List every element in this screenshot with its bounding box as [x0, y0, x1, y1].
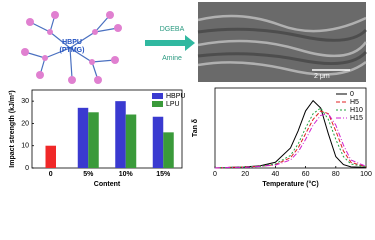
- x-tick-label: 10%: [119, 171, 134, 178]
- x-axis-label: Temperature (°C): [262, 180, 318, 188]
- plot-frame: [214, 87, 367, 169]
- legend-swatch: [152, 93, 163, 99]
- y-axis-label: Impact strength (kJ/m²): [9, 90, 16, 167]
- plot-frame: [31, 89, 183, 169]
- x-tick-label: 0: [49, 171, 53, 178]
- bar: [125, 114, 137, 168]
- line: [214, 110, 367, 169]
- x-tick-label: 80: [332, 171, 340, 178]
- bar: [45, 145, 56, 168]
- line: [214, 107, 367, 169]
- node-label: HBPU: [62, 39, 82, 46]
- y-tick-label: 20: [21, 120, 29, 127]
- y-axis-label: Tan δ: [192, 119, 199, 137]
- bar: [88, 112, 99, 168]
- bar: [115, 101, 126, 168]
- molecule: [21, 11, 122, 84]
- arrow-label: Amine: [162, 55, 182, 62]
- bar: [163, 132, 174, 168]
- x-tick-label: 0: [213, 171, 217, 178]
- x-tick-label: 40: [272, 171, 280, 178]
- legend-label: H15: [350, 115, 363, 122]
- bar: [152, 116, 164, 168]
- arrow: [145, 35, 195, 51]
- legend-label: H10: [350, 107, 363, 114]
- line: [214, 99, 367, 169]
- scale-bar-label: 2 μm: [314, 73, 330, 80]
- legend-label: H5: [350, 99, 359, 106]
- legend-label: 0: [350, 91, 354, 98]
- x-axis-label: Content: [94, 181, 121, 188]
- arrow-label: DGEBA: [160, 26, 185, 33]
- y-tick-label: 30: [21, 98, 29, 105]
- legend-label: HBPU: [166, 93, 185, 100]
- x-tick-label: 20: [241, 171, 249, 178]
- x-tick-label: 60: [302, 171, 310, 178]
- x-tick-label: 5%: [83, 171, 94, 178]
- y-tick-label: 0: [25, 165, 29, 172]
- sem-image: [197, 2, 368, 82]
- bar: [77, 107, 89, 168]
- x-tick-label: 100: [360, 171, 372, 178]
- legend-swatch: [152, 101, 163, 107]
- legend-label: LPU: [166, 101, 180, 108]
- figure: HBPU (PTMG) DGEBA Amine 2 μm Content Impa…: [9, 2, 372, 188]
- line: [214, 113, 367, 169]
- node-label: (PTMG): [60, 47, 85, 54]
- y-tick-label: 10: [21, 143, 29, 150]
- x-tick-label: 15%: [156, 171, 171, 178]
